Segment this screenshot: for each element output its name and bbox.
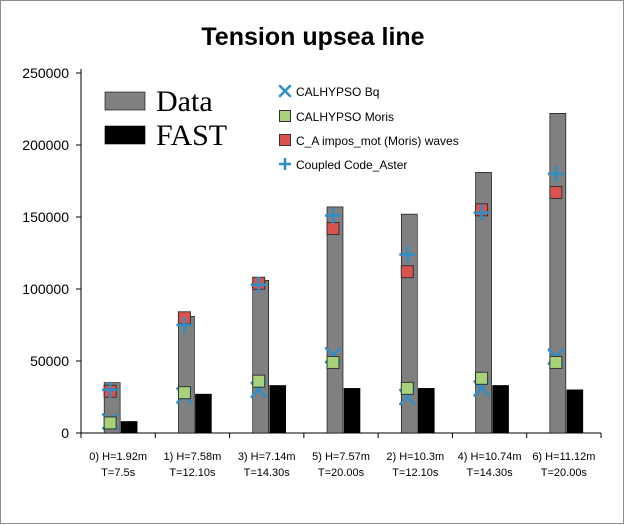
marker-calhypso-moris bbox=[400, 381, 414, 395]
x-tick-label: T=7.5s bbox=[101, 467, 135, 479]
bar-data bbox=[326, 206, 344, 434]
chart-title: Tension upsea line bbox=[201, 23, 424, 51]
marker-coupled-code-aster bbox=[250, 276, 267, 293]
legend-swatch-data bbox=[104, 91, 146, 111]
bar-data bbox=[549, 113, 567, 434]
axes: 0 50000 100000 150000 200000 250000 0) H=1.92m… bbox=[22, 65, 602, 479]
x-tick-label: T=20.00s bbox=[541, 467, 588, 479]
legend-label-data: Data bbox=[156, 85, 213, 118]
marker-calhypso-moris bbox=[475, 371, 489, 385]
y-tick-label: 150000 bbox=[22, 209, 69, 225]
legend-marker-calhypso-moris bbox=[279, 110, 291, 122]
x-tick-label: T=12.10s bbox=[392, 467, 439, 479]
bar-fast bbox=[566, 389, 584, 434]
x-tick-label: T=14.30s bbox=[244, 467, 291, 479]
x-tick-label: 0) H=1.92m bbox=[89, 451, 147, 463]
marker-c-a-impos-mot-moris-waves bbox=[549, 186, 563, 200]
x-tick-label: T=14.30s bbox=[466, 467, 513, 479]
marker-c-a-impos-mot-moris-waves bbox=[326, 222, 340, 236]
marker-coupled-code-aster bbox=[102, 381, 119, 398]
markers bbox=[101, 165, 565, 430]
y-tick-label: 0 bbox=[61, 425, 69, 441]
x-tick-label: 1) H=7.58m bbox=[164, 451, 222, 463]
bar-data bbox=[178, 316, 195, 434]
legend-swatch-fast bbox=[104, 125, 146, 145]
bar-fast bbox=[269, 385, 287, 434]
x-tick-label: T=12.10s bbox=[169, 467, 216, 479]
marker-calhypso-moris bbox=[549, 355, 563, 369]
x-tick-label: 2) H=10.3m bbox=[386, 451, 444, 463]
bar-fast bbox=[343, 388, 361, 434]
x-tick-label: 3) H=7.14m bbox=[238, 451, 296, 463]
y-tick-label: 50000 bbox=[30, 353, 69, 369]
marker-coupled-code-aster bbox=[547, 165, 564, 182]
y-tick-label: 250000 bbox=[22, 65, 69, 81]
marker-coupled-code-aster bbox=[473, 204, 490, 221]
marker-calhypso-moris bbox=[177, 386, 191, 400]
marker-c-a-impos-mot-moris-waves bbox=[400, 265, 414, 279]
marker-coupled-code-aster bbox=[176, 317, 193, 333]
bar-data bbox=[252, 280, 270, 434]
marker-coupled-code-aster bbox=[399, 246, 416, 263]
y-tick-label: 200000 bbox=[22, 137, 69, 153]
bar-fast bbox=[120, 421, 138, 434]
legend-marker-c-a-impos-mot-moris-waves bbox=[279, 134, 291, 146]
legend-label: CALHYPSO Bq bbox=[296, 85, 379, 99]
legend-label: CALHYPSO Moris bbox=[296, 110, 394, 124]
legend-label: C_A impos_mot (Moris) waves bbox=[296, 134, 459, 148]
x-tick-label: 4) H=10.74m bbox=[458, 451, 522, 463]
marker-calhypso-moris bbox=[252, 374, 266, 388]
bar-data bbox=[475, 172, 492, 434]
legend-marker-calhypso-bq bbox=[278, 84, 292, 98]
marker-calhypso-moris bbox=[103, 416, 117, 430]
y-tick-label: 100000 bbox=[22, 281, 69, 297]
legend-label: Coupled Code_Aster bbox=[296, 158, 407, 172]
marker-calhypso-moris bbox=[326, 355, 340, 369]
marker-coupled-code-aster bbox=[325, 207, 341, 224]
bar-fast bbox=[195, 393, 212, 434]
x-tick-label: 5) H=7.57m bbox=[312, 451, 370, 463]
legend-label-fast: FAST bbox=[156, 119, 227, 152]
bar-fast bbox=[492, 385, 509, 434]
bar-fast bbox=[417, 388, 435, 434]
x-tick-label: 6) H=11.12m bbox=[532, 451, 595, 463]
x-tick-label: T=20.00s bbox=[318, 467, 365, 479]
legend-marker-coupled-code-aster bbox=[279, 158, 291, 170]
